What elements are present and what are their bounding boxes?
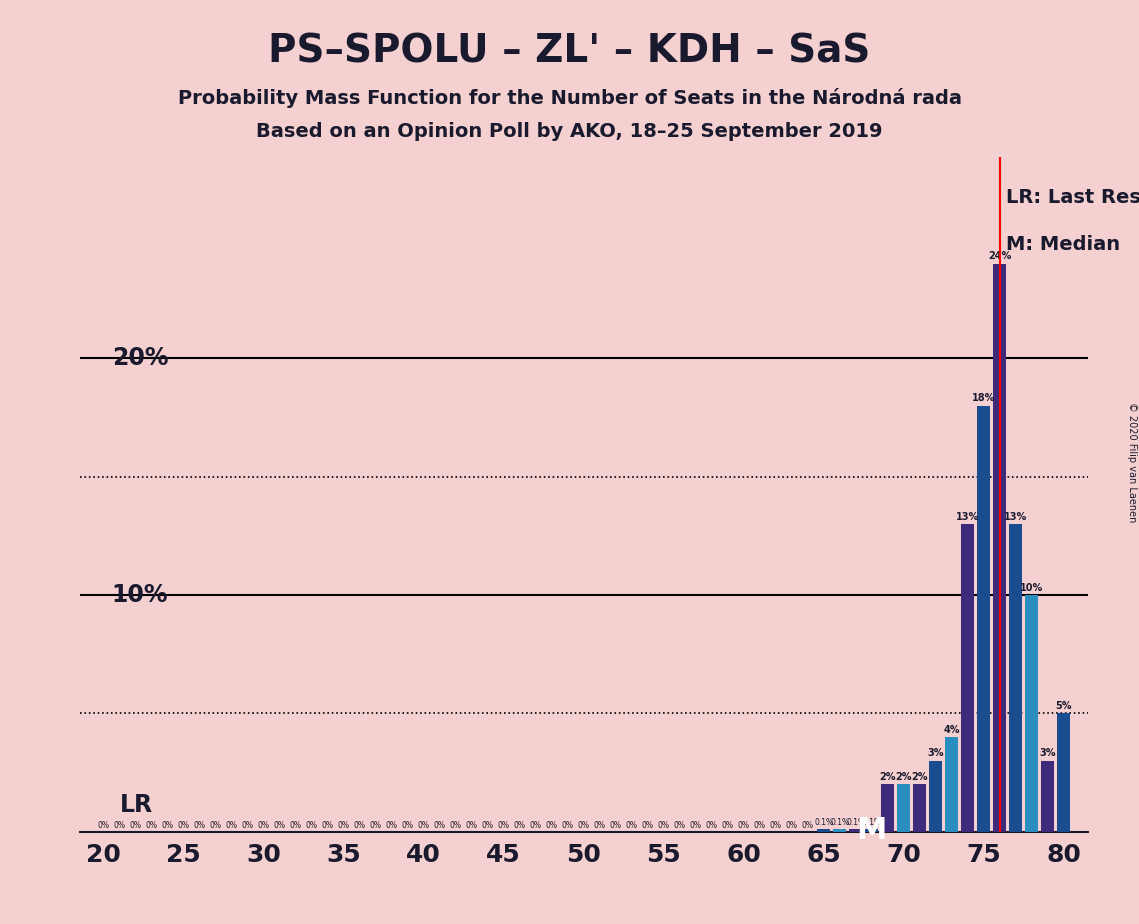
Text: 0.1%: 0.1% (862, 819, 882, 827)
Text: 13%: 13% (1005, 512, 1027, 521)
Text: 0%: 0% (674, 821, 686, 830)
Text: 0%: 0% (625, 821, 638, 830)
Text: 2%: 2% (911, 772, 928, 782)
Bar (866, 829, 878, 832)
Text: Probability Mass Function for the Number of Seats in the Národná rada: Probability Mass Function for the Number… (178, 88, 961, 108)
Text: 0%: 0% (754, 821, 765, 830)
Text: 0%: 0% (434, 821, 445, 830)
Text: 3%: 3% (927, 748, 944, 759)
Text: 0%: 0% (130, 821, 141, 830)
Text: 0%: 0% (305, 821, 318, 830)
Text: 0%: 0% (226, 821, 238, 830)
Text: 0%: 0% (450, 821, 461, 830)
Bar (850, 829, 862, 832)
Text: 0%: 0% (241, 821, 254, 830)
Text: 3%: 3% (1040, 748, 1056, 759)
Bar (945, 737, 958, 832)
Text: 0%: 0% (738, 821, 749, 830)
Text: 18%: 18% (972, 394, 995, 403)
Text: 0%: 0% (802, 821, 813, 830)
Text: LR: LR (120, 794, 153, 818)
Text: 0%: 0% (178, 821, 190, 830)
Bar (961, 524, 974, 832)
Text: 0.1%: 0.1% (814, 819, 834, 827)
Bar (993, 263, 1006, 832)
Text: 0%: 0% (657, 821, 670, 830)
Bar (1057, 713, 1071, 832)
Text: 5%: 5% (1056, 701, 1072, 711)
Text: © 2020 Filip van Laenen: © 2020 Filip van Laenen (1126, 402, 1137, 522)
Bar (1025, 595, 1038, 832)
Text: 0%: 0% (530, 821, 542, 830)
Text: 0%: 0% (609, 821, 622, 830)
Text: 0%: 0% (514, 821, 526, 830)
Text: 0%: 0% (354, 821, 366, 830)
Text: 0%: 0% (210, 821, 222, 830)
Bar (1041, 760, 1054, 832)
Text: 0%: 0% (706, 821, 718, 830)
Text: 0%: 0% (146, 821, 157, 830)
Text: 20%: 20% (112, 346, 169, 371)
Text: 10%: 10% (112, 583, 169, 607)
Text: 0%: 0% (546, 821, 558, 830)
Text: 0%: 0% (418, 821, 429, 830)
Text: 0%: 0% (273, 821, 286, 830)
Text: 0%: 0% (114, 821, 125, 830)
Text: 24%: 24% (989, 251, 1011, 261)
Text: LR: Last Result: LR: Last Result (1006, 188, 1139, 207)
Text: 0%: 0% (690, 821, 702, 830)
Text: 0%: 0% (577, 821, 590, 830)
Text: 0.1%: 0.1% (830, 819, 850, 827)
Text: 0.1%: 0.1% (846, 819, 866, 827)
Bar (818, 829, 830, 832)
Bar (977, 406, 990, 832)
Text: 4%: 4% (943, 724, 960, 735)
Bar (1009, 524, 1022, 832)
Text: 0%: 0% (770, 821, 781, 830)
Text: 0%: 0% (289, 821, 302, 830)
Text: 0%: 0% (562, 821, 574, 830)
Text: 10%: 10% (1021, 582, 1043, 592)
Text: 0%: 0% (593, 821, 606, 830)
Text: 0%: 0% (402, 821, 413, 830)
Bar (898, 784, 910, 832)
Text: M: M (857, 816, 887, 845)
Text: 0%: 0% (498, 821, 510, 830)
Text: 2%: 2% (879, 772, 896, 782)
Text: 0%: 0% (194, 821, 206, 830)
Text: 0%: 0% (257, 821, 270, 830)
Text: 0%: 0% (162, 821, 174, 830)
Text: 2%: 2% (895, 772, 912, 782)
Text: 0%: 0% (321, 821, 334, 830)
Text: 13%: 13% (956, 512, 980, 521)
Text: 0%: 0% (466, 821, 477, 830)
Text: 0%: 0% (370, 821, 382, 830)
Text: 0%: 0% (641, 821, 654, 830)
Bar (929, 760, 942, 832)
Text: 0%: 0% (786, 821, 797, 830)
Text: PS–SPOLU – ZL' – KDH – SaS: PS–SPOLU – ZL' – KDH – SaS (269, 32, 870, 70)
Text: 0%: 0% (98, 821, 109, 830)
Text: M: Median: M: Median (1006, 236, 1121, 254)
Text: 0%: 0% (482, 821, 493, 830)
Text: 0%: 0% (338, 821, 350, 830)
Text: 0%: 0% (722, 821, 734, 830)
Bar (882, 784, 894, 832)
Text: Based on an Opinion Poll by AKO, 18–25 September 2019: Based on an Opinion Poll by AKO, 18–25 S… (256, 122, 883, 141)
Bar (834, 829, 846, 832)
Text: 0%: 0% (386, 821, 398, 830)
Bar (913, 784, 926, 832)
